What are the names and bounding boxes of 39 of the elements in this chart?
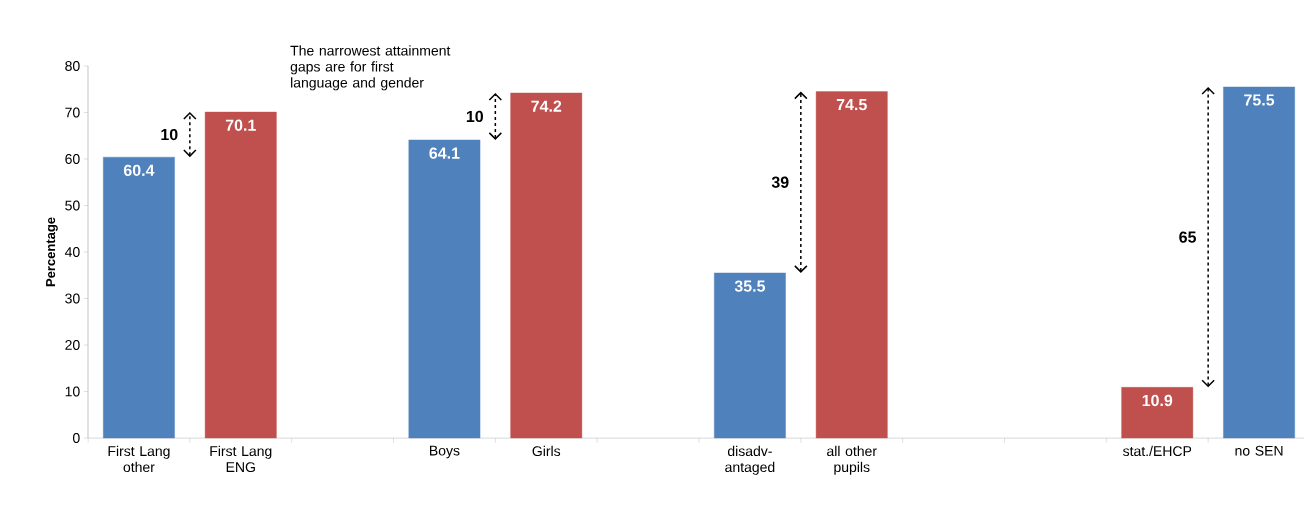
y-tick-label: 70: [65, 107, 80, 118]
x-tick-label: no SEN: [1235, 445, 1283, 456]
y-tick-label: 20: [65, 340, 80, 350]
x-tick-label: Boys: [430, 445, 460, 459]
bar: [510, 92, 583, 439]
data-label: 70.1: [225, 119, 256, 131]
bar: [1223, 86, 1295, 439]
annotation: 10: [161, 128, 178, 141]
bar: [1121, 387, 1194, 439]
data-label: 10.9: [1142, 394, 1173, 407]
annotation: The narrowest attainment gaps are for first language and gender: [290, 45, 451, 91]
bar: [815, 91, 888, 439]
bar: [204, 111, 277, 439]
y-axis-title: Percentage: [46, 217, 58, 287]
annotation: 65: [1179, 231, 1197, 243]
data-label: 74.5: [836, 99, 867, 111]
annotation: 39: [771, 176, 789, 188]
annotation: 10: [466, 110, 483, 123]
y-tick-label: 40: [64, 247, 80, 257]
bar: [103, 156, 175, 439]
data-label: 60.4: [123, 164, 155, 176]
y-tick-label: 50: [65, 200, 80, 211]
x-tick-label: disadv-antaged: [725, 445, 775, 475]
y-tick-label: 30: [65, 293, 80, 304]
y-tick-label: 60: [65, 154, 80, 164]
x-tick-label: stat./EHCP: [1123, 445, 1192, 457]
data-label: 74.2: [531, 100, 562, 112]
y-tick-label: 80: [65, 61, 80, 71]
bar: [408, 139, 481, 439]
data-label: 35.5: [734, 280, 766, 292]
x-tick-label: Girls: [532, 445, 561, 457]
data-label: 64.1: [429, 147, 460, 159]
y-tick-label: 0: [72, 433, 80, 443]
y-tick-label: 10: [65, 386, 80, 397]
x-tick-label: First Lang other: [108, 445, 170, 473]
bar: [714, 272, 786, 439]
x-tick-label: all other pupils: [827, 445, 877, 475]
data-label: 75.5: [1244, 94, 1275, 106]
x-tick-label: First Lang ENG: [210, 445, 272, 473]
